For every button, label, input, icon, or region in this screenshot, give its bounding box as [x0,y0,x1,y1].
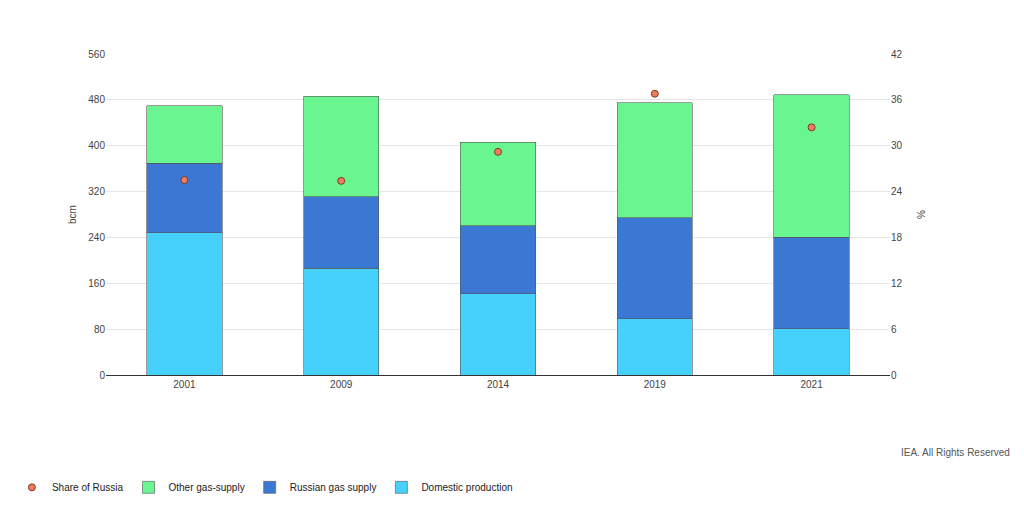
svg-text:320: 320 [88,186,105,197]
svg-text:6: 6 [891,324,897,335]
svg-text:24: 24 [891,186,903,197]
svg-text:2009: 2009 [330,379,353,390]
svg-text:160: 160 [88,278,105,289]
svg-text:12: 12 [891,278,903,289]
svg-text:%: % [916,210,927,219]
svg-text:2021: 2021 [800,379,823,390]
svg-text:400: 400 [88,140,105,151]
svg-text:Other gas-supply: Other gas-supply [169,482,245,493]
svg-text:0: 0 [99,370,105,381]
svg-text:Russian gas supply: Russian gas supply [290,482,377,493]
svg-text:480: 480 [88,94,105,105]
svg-text:560: 560 [88,49,105,60]
svg-text:18: 18 [891,232,903,243]
svg-text:2014: 2014 [487,379,510,390]
svg-text:2019: 2019 [644,379,667,390]
svg-text:IEA. All Rights Reserved: IEA. All Rights Reserved [901,447,1010,458]
svg-text:0: 0 [891,370,897,381]
svg-text:42: 42 [891,49,903,60]
svg-text:2001: 2001 [173,379,196,390]
svg-text:Share of Russia: Share of Russia [52,482,124,493]
svg-text:240: 240 [88,232,105,243]
svg-text:30: 30 [891,140,903,151]
svg-text:Domestic production: Domestic production [421,482,512,493]
svg-text:36: 36 [891,94,903,105]
svg-text:bcm: bcm [67,205,78,224]
svg-text:80: 80 [94,324,106,335]
